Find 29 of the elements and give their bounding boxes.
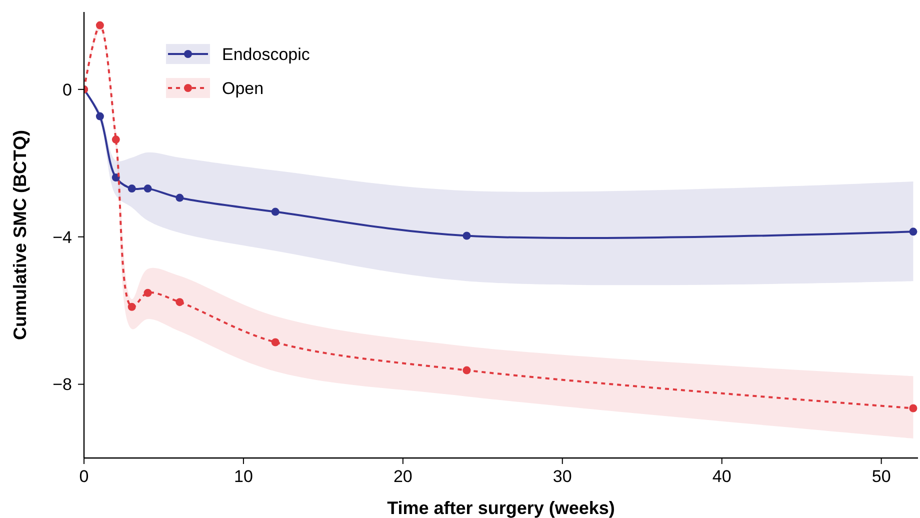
point (271, 208, 280, 216)
point (96, 112, 104, 120)
y-tick-label: −8 (52, 375, 72, 394)
x-tick-label: 30 (552, 467, 572, 486)
x-tick-label: 0 (79, 467, 89, 486)
point (909, 404, 918, 412)
point (271, 338, 280, 346)
point (462, 232, 471, 240)
x-tick-label: 40 (712, 467, 732, 486)
point (144, 184, 152, 193)
point (96, 21, 104, 30)
y-tick-label: 0 (62, 80, 72, 100)
point (909, 228, 918, 236)
x-tick-label: 10 (234, 467, 253, 486)
point (128, 184, 136, 193)
legend-label: Open (222, 78, 264, 98)
x-axis-title: Time after surgery (weeks) (387, 498, 615, 518)
y-axis-title: Cumulative SMC (BCTQ) (10, 130, 30, 340)
point (462, 366, 471, 374)
point (176, 194, 184, 202)
point (144, 288, 152, 297)
point (112, 136, 120, 144)
x-tick-label: 50 (872, 467, 891, 486)
x-tick-label: 20 (393, 467, 412, 486)
point (112, 174, 120, 182)
point (176, 298, 184, 306)
legend-label: Endoscopic (222, 44, 310, 64)
point (128, 302, 136, 311)
y-tick-label: −4 (52, 228, 72, 247)
